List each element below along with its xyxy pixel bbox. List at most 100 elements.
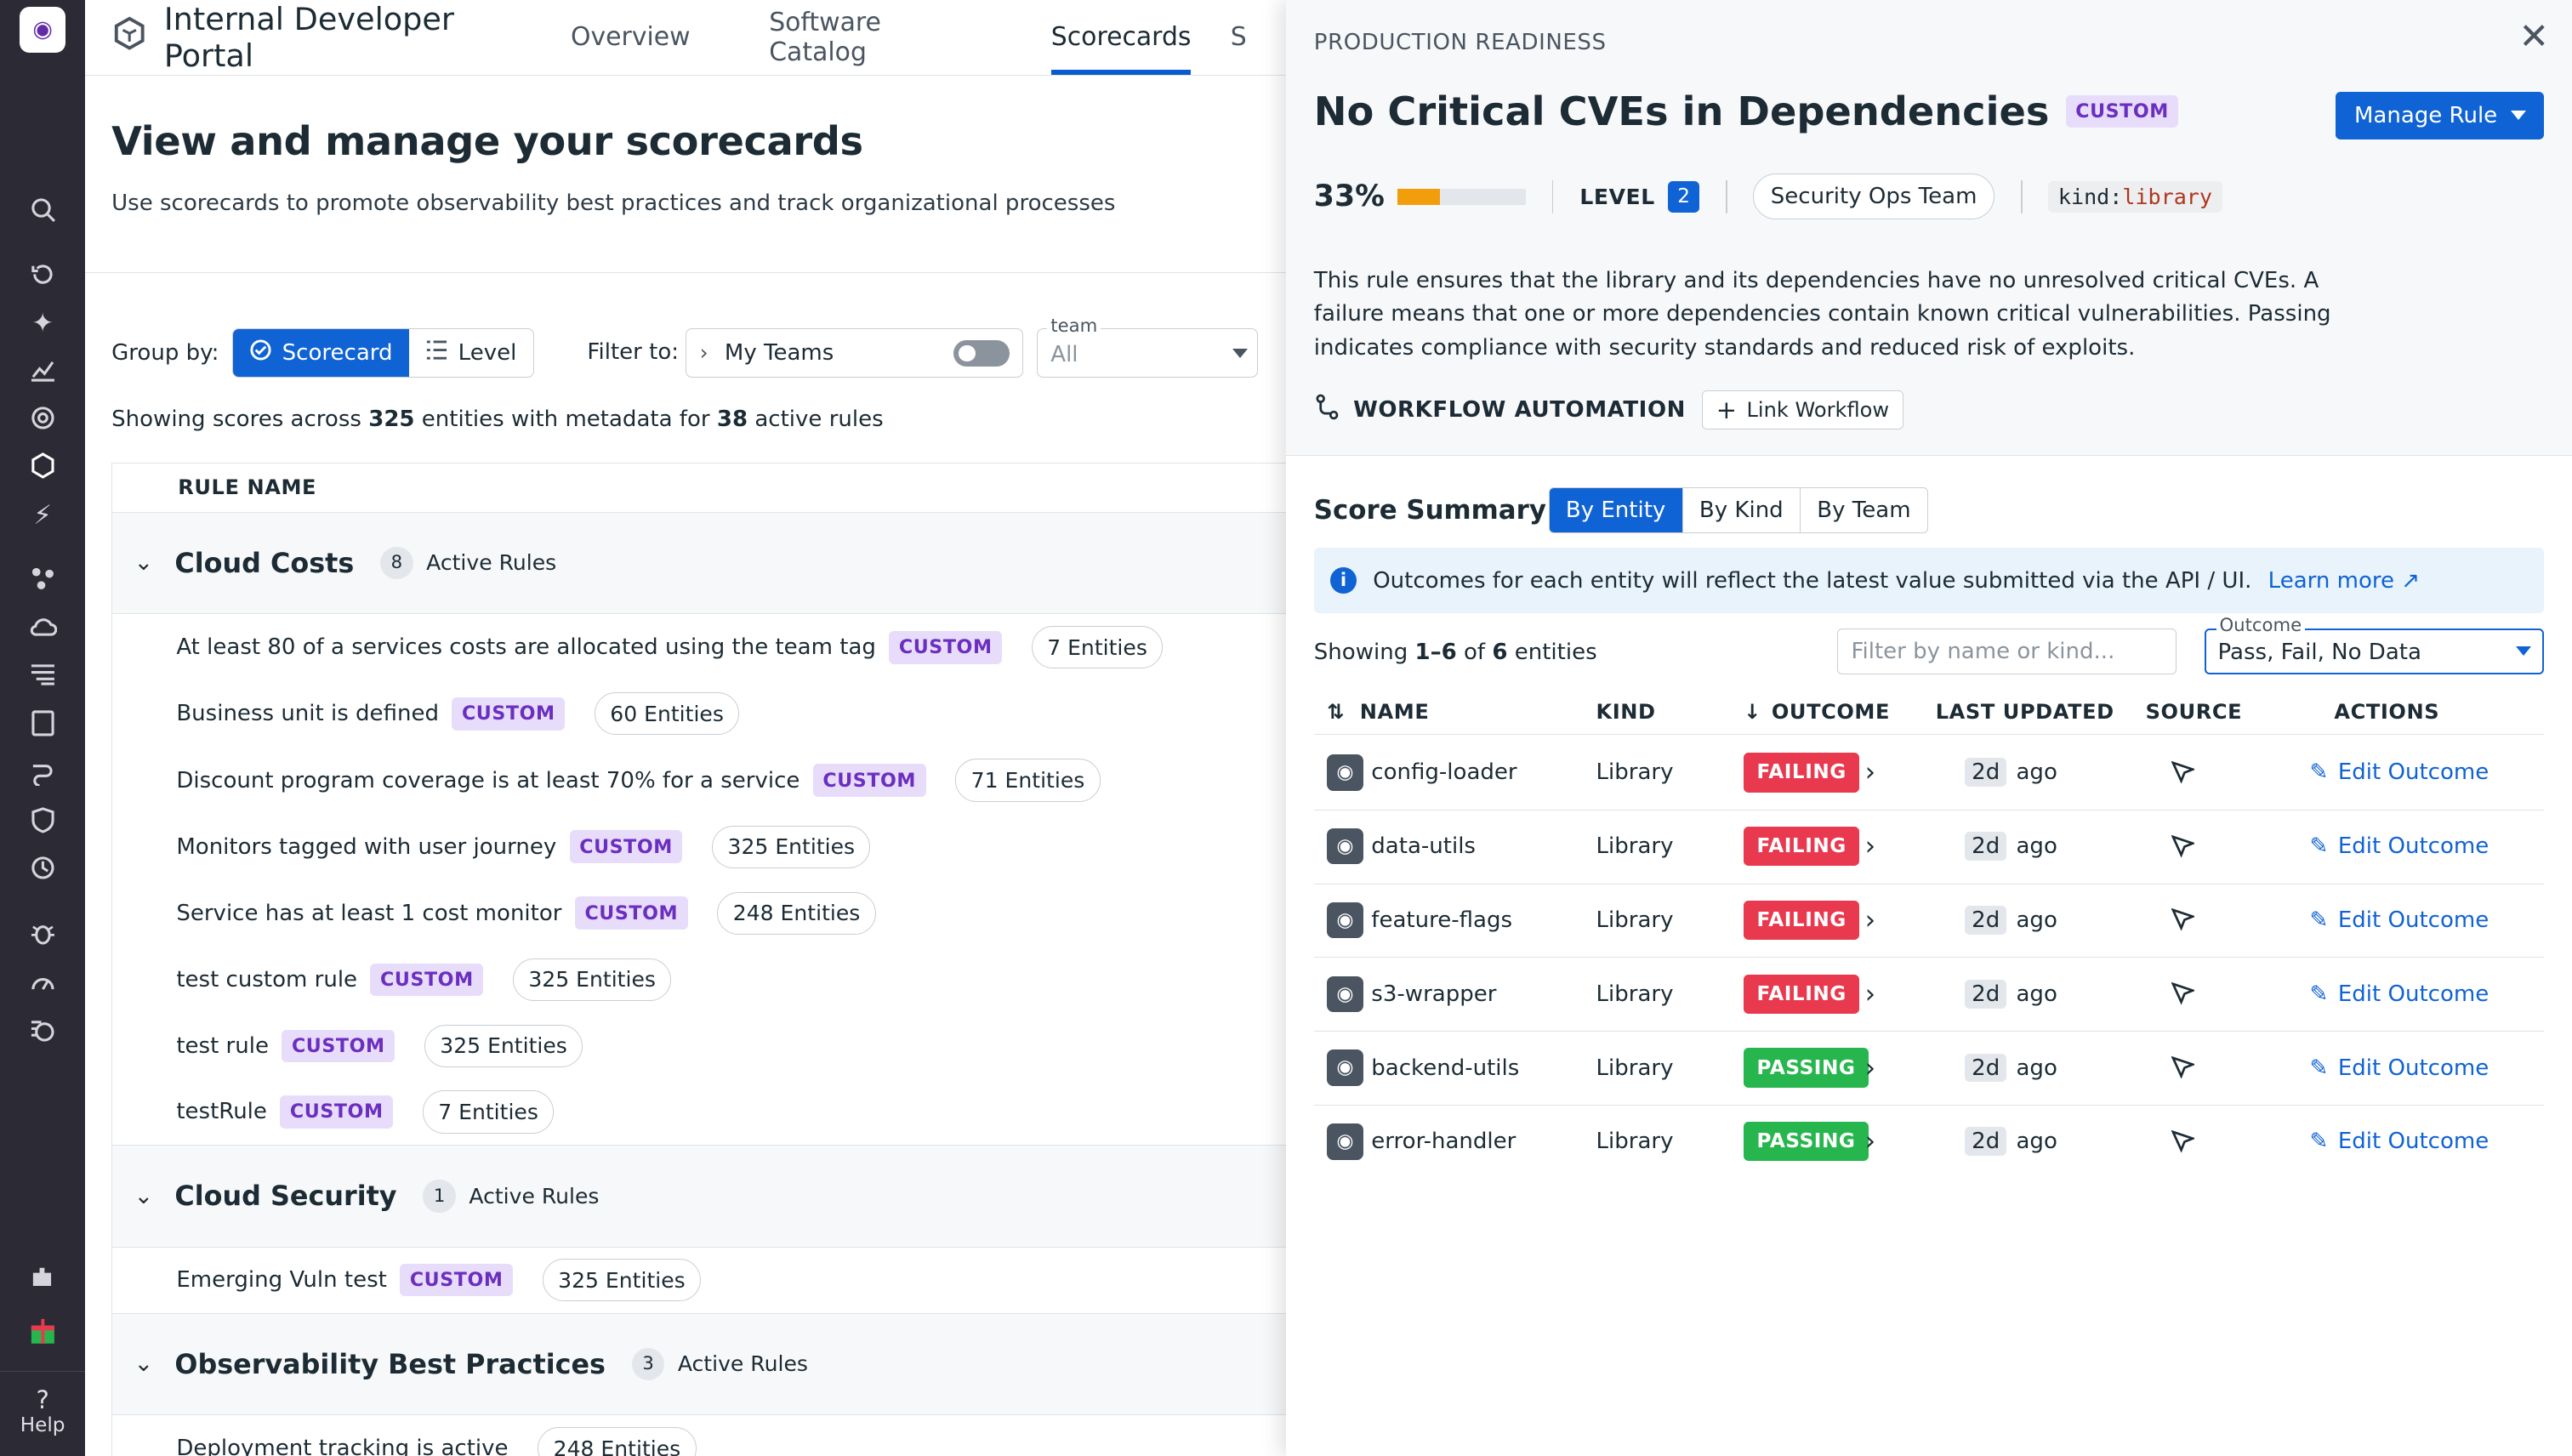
group-active-label: Active Rules bbox=[677, 1351, 808, 1377]
entity-name[interactable]: error-handler bbox=[1371, 1129, 1516, 1155]
entities-pill[interactable]: 325 Entities bbox=[424, 1024, 583, 1067]
entities-pill[interactable]: 71 Entities bbox=[955, 759, 1101, 802]
watchdog-icon[interactable] bbox=[25, 401, 60, 436]
team-pill[interactable]: Security Ops Team bbox=[1753, 173, 1994, 220]
synthetics-icon[interactable] bbox=[25, 754, 60, 790]
entity-filter-input[interactable]: Filter by name or kind... bbox=[1837, 628, 2177, 674]
edit-outcome-button[interactable]: ✎ Edit Outcome bbox=[2309, 737, 2489, 809]
rule-row[interactable]: test custom rule CUSTOM 325 Entities bbox=[112, 947, 1286, 1013]
age-suffix: ago bbox=[2016, 1129, 2057, 1155]
sort-icon[interactable]: ⇅ bbox=[1327, 700, 1345, 725]
learn-more-link[interactable]: Learn more ↗ bbox=[2268, 568, 2420, 594]
rule-row[interactable]: Monitors tagged with user journey CUSTOM 3… bbox=[112, 814, 1286, 880]
col-outcome[interactable]: OUTCOME bbox=[1771, 700, 1891, 725]
group-row[interactable]: ⌄ Cloud Costs 8 Active Rules bbox=[112, 512, 1287, 615]
portal-brand[interactable]: Internal Developer Portal bbox=[85, 0, 531, 75]
entities-pill[interactable]: 60 Entities bbox=[594, 692, 740, 736]
entity-name[interactable]: backend-utils bbox=[1371, 1055, 1520, 1081]
chevron-right-icon[interactable]: › bbox=[1864, 1052, 1876, 1083]
share-icon[interactable] bbox=[25, 561, 60, 597]
my-teams-toggle[interactable] bbox=[953, 340, 1010, 367]
bug-icon[interactable] bbox=[25, 915, 60, 951]
entities-pill[interactable]: 7 Entities bbox=[1031, 626, 1164, 669]
tab-by-kind[interactable]: By Kind bbox=[1683, 487, 1801, 532]
chevron-right-icon[interactable]: › bbox=[1864, 904, 1876, 936]
rule-row[interactable]: testRule CUSTOM 7 Entities bbox=[112, 1079, 1287, 1146]
gauge-icon[interactable] bbox=[25, 963, 60, 998]
notebook-icon[interactable] bbox=[25, 705, 60, 741]
tab-software-catalog[interactable]: Software Catalog bbox=[769, 7, 881, 67]
entity-row[interactable]: ◉ data-utils Library FAILING › 2d ago ✎ Ed… bbox=[1313, 810, 2545, 884]
tab-overview[interactable]: Overview bbox=[570, 22, 691, 53]
group-row[interactable]: ⌄ Observability Best Practices 3 Active … bbox=[112, 1313, 1287, 1416]
chevron-down-icon[interactable]: ⌄ bbox=[134, 549, 154, 577]
entity-row[interactable]: ◉ feature-flags Library FAILING › 2d ago … bbox=[1313, 884, 2545, 958]
sort-down-icon[interactable]: ↓ bbox=[1744, 700, 1761, 725]
puzzle-icon[interactable] bbox=[25, 1258, 60, 1294]
close-icon[interactable]: ✕ bbox=[2518, 16, 2550, 59]
entity-name[interactable]: data-utils bbox=[1371, 833, 1476, 860]
shield-icon[interactable] bbox=[25, 802, 60, 838]
group-by-level-button[interactable]: Level bbox=[409, 329, 533, 377]
sparkle-icon[interactable]: ✦ bbox=[31, 307, 54, 338]
entity-name[interactable]: config-loader bbox=[1371, 759, 1517, 786]
tab-by-entity[interactable]: By Entity bbox=[1549, 487, 1683, 532]
rule-row[interactable]: test rule CUSTOM 325 Entities bbox=[112, 1013, 1286, 1079]
chevron-right-icon[interactable]: › bbox=[1864, 978, 1876, 1010]
outcome-select[interactable]: Outcome Pass, Fail, No Data bbox=[2205, 615, 2545, 674]
group-row[interactable]: ⌄ Cloud Security 1 Active Rules bbox=[112, 1146, 1287, 1248]
col-last-updated[interactable]: LAST UPDATED bbox=[1935, 700, 2114, 725]
datadog-logo[interactable]: ◉ bbox=[20, 6, 66, 53]
entity-row[interactable]: ◉ config-loader Library FAILING › 2d ago … bbox=[1313, 737, 2545, 810]
team-select[interactable]: team All bbox=[1036, 316, 1259, 378]
col-name[interactable]: NAME bbox=[1359, 700, 1430, 725]
entity-name[interactable]: s3-wrapper bbox=[1371, 981, 1497, 1007]
search-icon[interactable] bbox=[25, 192, 60, 228]
bolt-icon[interactable]: ⚡ bbox=[33, 499, 52, 531]
chart-icon[interactable] bbox=[25, 353, 60, 389]
rule-row[interactable]: Emerging Vuln test CUSTOM 325 Entities bbox=[112, 1248, 1287, 1314]
history-icon[interactable] bbox=[25, 256, 60, 292]
edit-outcome-button[interactable]: ✎ Edit Outcome bbox=[2309, 958, 2489, 1030]
entity-row[interactable]: ◉ error-handler Library PASSING › 2d ago … bbox=[1314, 1106, 2544, 1180]
entity-name[interactable]: feature-flags bbox=[1371, 907, 1513, 933]
edit-outcome-button[interactable]: ✎ Edit Outcome bbox=[2309, 810, 2489, 883]
entities-pill[interactable]: 248 Entities bbox=[717, 891, 876, 935]
entities-pill[interactable]: 325 Entities bbox=[542, 1259, 702, 1302]
entity-row[interactable]: ◉ backend-utils Library PASSING › 2d ago … bbox=[1313, 1032, 2545, 1106]
edit-outcome-button[interactable]: ✎ Edit Outcome bbox=[2309, 1106, 2489, 1178]
entities-pill[interactable]: 248 Entities bbox=[538, 1427, 697, 1456]
logs-icon[interactable] bbox=[25, 656, 60, 691]
cloud-icon[interactable] bbox=[25, 609, 60, 645]
edit-outcome-button[interactable]: ✎ Edit Outcome bbox=[2309, 1032, 2489, 1104]
chevron-right-icon[interactable]: › bbox=[1864, 1126, 1876, 1157]
tab-by-team[interactable]: By Team bbox=[1817, 497, 1911, 523]
col-kind[interactable]: KIND bbox=[1596, 700, 1656, 725]
entities-pill[interactable]: 325 Entities bbox=[712, 825, 871, 868]
manage-rule-button[interactable]: Manage Rule bbox=[2336, 92, 2545, 139]
gift-icon[interactable] bbox=[25, 1312, 60, 1348]
chevron-down-icon[interactable]: ⌄ bbox=[134, 1182, 154, 1209]
entities-pill[interactable]: 325 Entities bbox=[513, 958, 672, 1001]
cube-icon[interactable] bbox=[25, 448, 60, 484]
rule-row[interactable]: Deployment tracking is active 248 Entitie… bbox=[112, 1415, 1286, 1456]
entity-row[interactable]: ◉ s3-wrapper Library FAILING › 2d ago ✎ Ed… bbox=[1313, 958, 2545, 1032]
entities-pill[interactable]: 7 Entities bbox=[422, 1090, 555, 1134]
rule-row[interactable]: Service has at least 1 cost monitor CUSTO… bbox=[112, 880, 1286, 947]
help-button[interactable]: ? Help bbox=[0, 1371, 86, 1436]
rule-row[interactable]: Discount program coverage is at least 70… bbox=[112, 747, 1286, 813]
my-teams-filter[interactable]: › My Teams bbox=[686, 327, 1024, 378]
rule-row[interactable]: At least 80 of a services costs are allo… bbox=[112, 614, 1286, 680]
sliders-icon[interactable] bbox=[25, 1012, 60, 1048]
chevron-right-icon[interactable]: › bbox=[1864, 757, 1876, 788]
edit-outcome-button[interactable]: ✎ Edit Outcome bbox=[2309, 884, 2489, 957]
group-by-scorecard-button[interactable]: Scorecard bbox=[232, 328, 409, 377]
sync-icon[interactable] bbox=[25, 850, 60, 885]
chevron-down-icon[interactable]: ⌄ bbox=[134, 1351, 154, 1378]
link-workflow-button[interactable]: + Link Workflow bbox=[1702, 390, 1903, 430]
tab-scorecards[interactable]: Scorecards bbox=[1012, 0, 1231, 76]
col-source[interactable]: SOURCE bbox=[2145, 700, 2243, 725]
rule-row[interactable]: Business unit is defined CUSTOM 60 Entitie… bbox=[112, 680, 1286, 747]
tab-truncated[interactable]: S bbox=[1230, 22, 1247, 53]
chevron-right-icon[interactable]: › bbox=[1864, 831, 1876, 862]
